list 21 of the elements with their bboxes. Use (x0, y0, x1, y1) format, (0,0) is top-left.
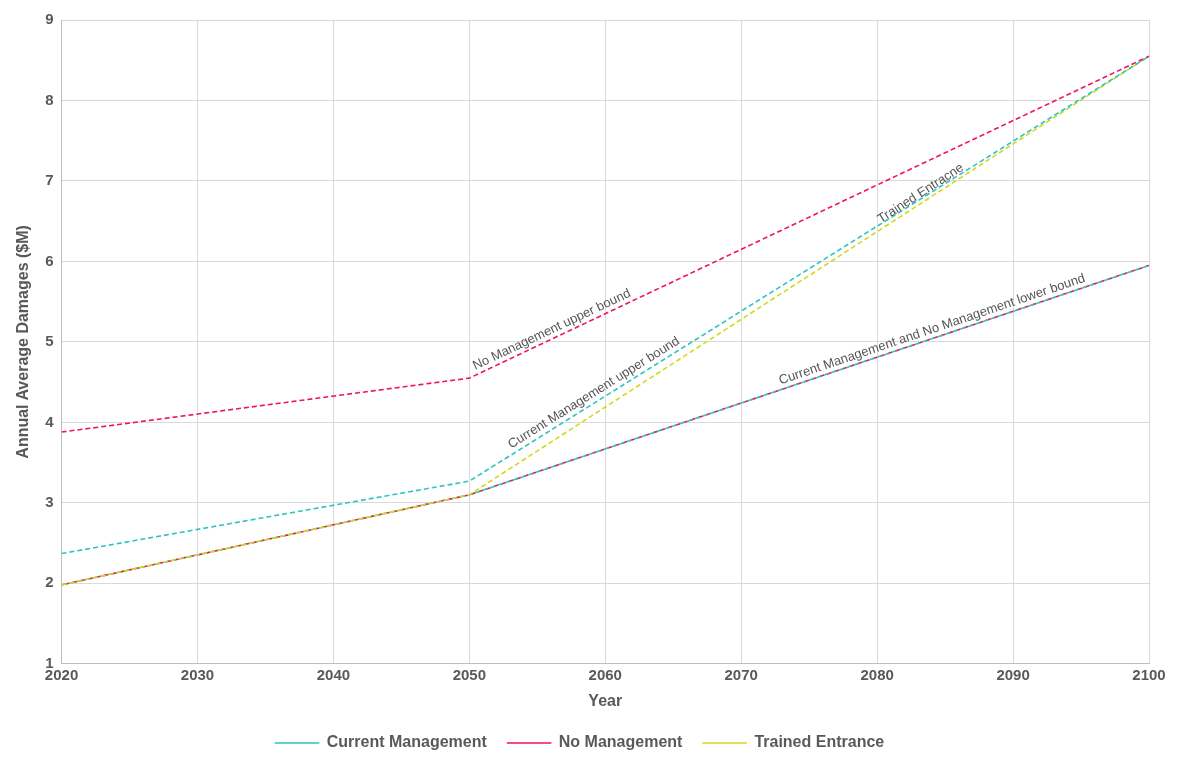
y-tick-label: 7 (45, 171, 54, 189)
y-tick-label: 3 (45, 492, 54, 510)
x-axis-title: Year (588, 691, 623, 709)
x-tick-label: 2040 (316, 665, 351, 683)
x-tick-label: 2050 (452, 665, 487, 683)
y-tick-label: 5 (45, 332, 54, 350)
legend-label: Trained Entrance (754, 733, 885, 751)
y-tick-label: 4 (45, 412, 55, 430)
y-axis-title: Annual Average Damages ($M) (14, 225, 32, 459)
x-tick-label: 2070 (724, 665, 758, 683)
x-tick-label: 2080 (860, 665, 894, 683)
y-tick-label: 8 (45, 90, 54, 108)
x-tick-label: 2060 (588, 665, 622, 683)
legend-label: Current Management (326, 733, 488, 751)
x-tick-label: 2100 (1132, 665, 1166, 683)
y-tick-label: 2 (45, 573, 54, 591)
y-tick-label: 9 (45, 10, 54, 28)
y-tick-label: 6 (45, 251, 54, 269)
x-tick-label: 2030 (180, 665, 215, 683)
x-tick-label: 2090 (996, 665, 1030, 683)
legend-label: No Management (558, 733, 684, 751)
